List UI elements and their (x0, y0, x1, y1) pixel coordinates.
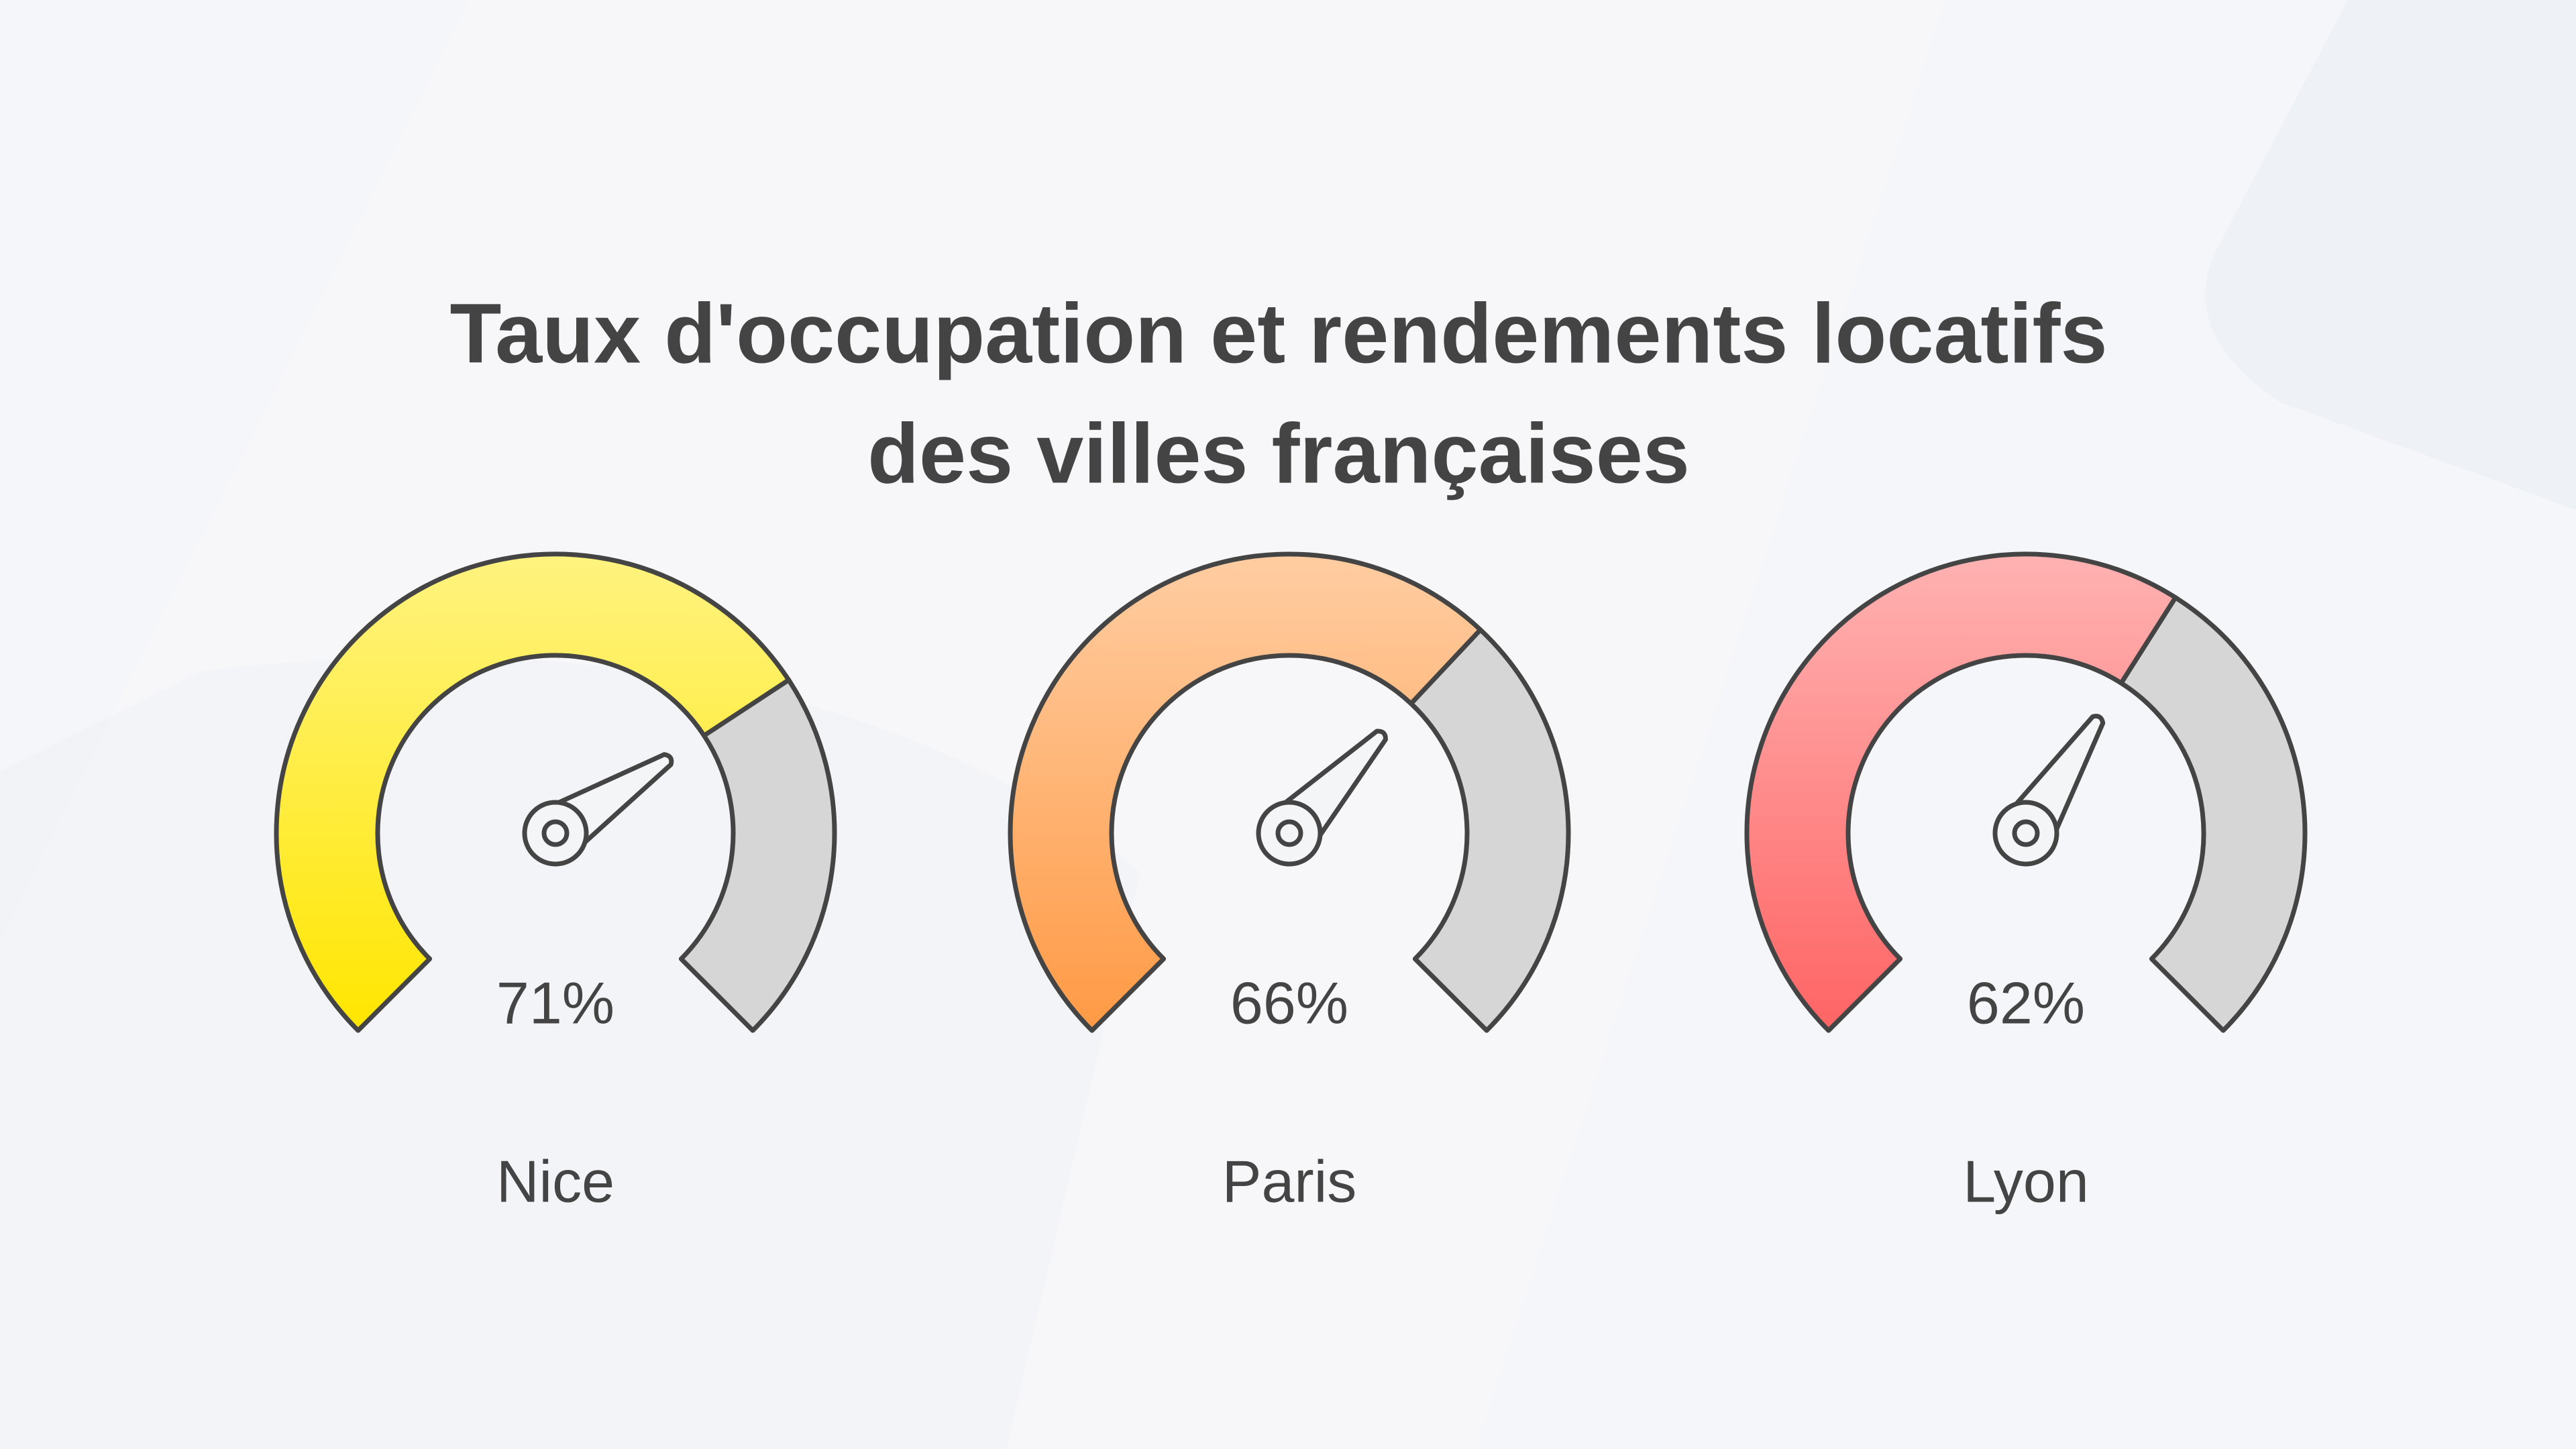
value-label: 66% (1230, 969, 1348, 1036)
value-label: 71% (496, 969, 614, 1036)
gauge-track (1408, 627, 1571, 1033)
category-label: Lyon (1963, 1148, 2089, 1214)
category-label: Paris (1222, 1148, 1357, 1214)
category-label: Nice (496, 1148, 614, 1214)
gauge-value-arc (1744, 551, 2178, 1033)
needle-hole (1275, 819, 1303, 847)
value-label: 62% (1967, 969, 2085, 1036)
chart-title: Taux d'occupation et rendements locatifs (449, 286, 2107, 380)
gauge-track (678, 678, 837, 1033)
needle-hole (2012, 819, 2040, 847)
needle-hole (541, 819, 570, 847)
chart-title: des villes françaises (867, 406, 1690, 500)
gauge-track (2118, 595, 2308, 1033)
gauge-value-arc (274, 551, 792, 1033)
gauge-value-arc (1008, 551, 1483, 1033)
background-shape (0, 657, 1140, 1449)
